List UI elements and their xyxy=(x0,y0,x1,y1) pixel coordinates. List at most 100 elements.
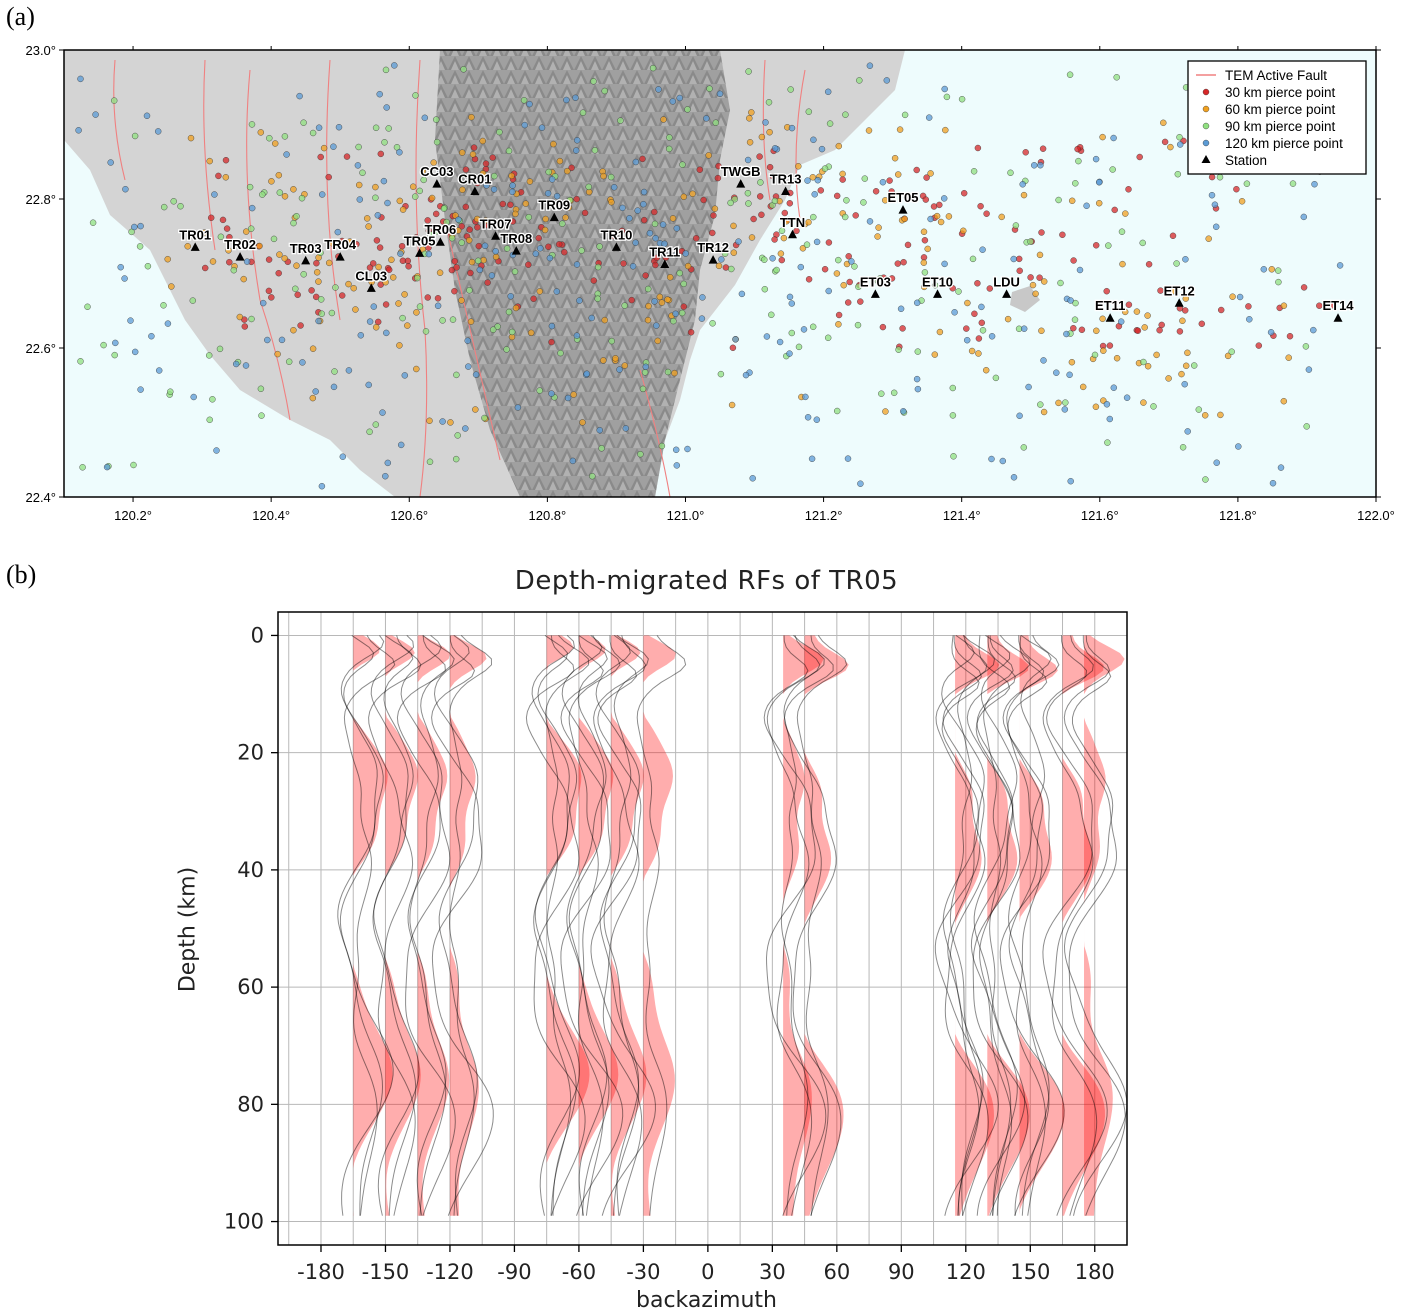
pierce-point-1 xyxy=(1198,320,1206,327)
pierce-point-1 xyxy=(834,192,841,200)
pierce-point-3 xyxy=(601,87,608,95)
pierce-point-2 xyxy=(1153,351,1160,359)
rf-trace xyxy=(560,635,624,1216)
pierce-point-4 xyxy=(797,263,804,271)
pierce-point-3 xyxy=(217,233,225,241)
pierce-point-1 xyxy=(568,164,575,172)
pierce-point-2 xyxy=(783,217,790,225)
pierce-point-4 xyxy=(1095,179,1103,186)
pierce-point-3 xyxy=(731,195,738,203)
pierce-point-3 xyxy=(1037,401,1044,408)
pierce-point-3 xyxy=(520,97,528,104)
pierce-point-1 xyxy=(1016,267,1023,274)
pierce-point-4 xyxy=(472,371,480,378)
pierce-point-2 xyxy=(447,419,454,426)
pierce-point-2 xyxy=(365,223,372,230)
rf-trace xyxy=(973,634,1018,1216)
station-label-tr11: TR11 xyxy=(649,245,680,260)
pierce-point-2 xyxy=(512,304,520,312)
pierce-point-3 xyxy=(309,129,317,137)
pierce-point-1 xyxy=(888,192,895,199)
pierce-point-2 xyxy=(1029,281,1037,289)
map-frame xyxy=(63,49,1377,498)
pierce-point-2 xyxy=(320,144,328,152)
pierce-point-4 xyxy=(673,462,680,469)
pierce-point-4 xyxy=(813,416,820,423)
pierce-point-3 xyxy=(970,168,978,175)
pierce-point-4 xyxy=(1246,316,1253,323)
depth-tick-label: 60 xyxy=(237,975,264,999)
pierce-point-4 xyxy=(802,393,809,401)
pierce-point-4 xyxy=(1030,162,1038,169)
pierce-point-1 xyxy=(366,264,374,271)
pierce-point-1 xyxy=(525,261,532,268)
pierce-point-4 xyxy=(1110,384,1118,391)
legend-entry-label: Station xyxy=(1225,153,1267,168)
pierce-point-3 xyxy=(1302,343,1310,350)
pierce-point-4 xyxy=(1083,202,1090,210)
pierce-point-3 xyxy=(825,334,832,341)
pierce-point-3 xyxy=(206,416,213,423)
pierce-point-3 xyxy=(891,389,898,396)
pierce-point-3 xyxy=(170,198,177,205)
pierce-point-1 xyxy=(424,217,431,224)
lon-tick-label: 121.0° xyxy=(667,508,705,523)
pierce-point-2 xyxy=(413,365,420,373)
lat-tick-label: 22.6° xyxy=(25,341,56,356)
pierce-point-1 xyxy=(343,153,351,160)
pierce-point-1 xyxy=(781,209,788,217)
pierce-point-1 xyxy=(817,187,824,194)
depth-tick-label: 80 xyxy=(237,1092,264,1116)
pierce-point-4 xyxy=(1336,262,1344,269)
pierce-point-3 xyxy=(77,358,84,365)
baz-tick-label: 90 xyxy=(888,1260,915,1284)
pierce-point-1 xyxy=(474,224,481,231)
station-marker-tr04 xyxy=(335,252,345,261)
pierce-point-4 xyxy=(384,199,391,207)
pierce-point-4 xyxy=(1061,406,1069,413)
pierce-point-3 xyxy=(1091,351,1099,359)
pierce-point-2 xyxy=(1268,266,1276,273)
pierce-point-2 xyxy=(352,306,359,313)
pierce-point-3 xyxy=(1118,228,1126,235)
rf-trace xyxy=(370,635,420,1216)
pierce-point-1 xyxy=(590,277,597,284)
pierce-point-1 xyxy=(201,264,209,272)
pierce-point-4 xyxy=(514,404,522,411)
pierce-point-4 xyxy=(127,317,134,324)
pierce-point-2 xyxy=(891,154,899,162)
rf-trace xyxy=(545,635,590,1216)
pierce-point-3 xyxy=(89,219,97,226)
pierce-point-2 xyxy=(396,197,403,205)
pierce-point-4 xyxy=(509,188,516,196)
pierce-point-3 xyxy=(281,133,289,140)
pierce-point-1 xyxy=(771,236,778,243)
pierce-point-3 xyxy=(416,303,424,310)
pierce-point-2 xyxy=(1113,355,1121,362)
pierce-point-3 xyxy=(453,455,460,463)
pierce-point-4 xyxy=(629,263,637,270)
pierce-point-1 xyxy=(639,155,646,163)
pierce-point-4 xyxy=(718,256,725,263)
pierce-point-4 xyxy=(455,216,462,223)
pierce-point-1 xyxy=(297,322,304,329)
pierce-point-3 xyxy=(1174,170,1182,178)
pierce-point-4 xyxy=(576,297,583,304)
pierce-point-1 xyxy=(900,259,907,266)
pierce-point-1 xyxy=(275,270,282,277)
pierce-point-2 xyxy=(805,218,812,226)
pierce-point-4 xyxy=(811,191,818,198)
rf-trace xyxy=(561,635,608,1216)
pierce-point-1 xyxy=(821,266,829,273)
pierce-point-3 xyxy=(745,200,752,207)
pierce-point-1 xyxy=(904,241,912,249)
pierce-point-4 xyxy=(914,385,922,393)
pierce-point-4 xyxy=(866,218,874,225)
pierce-point-2 xyxy=(1133,308,1141,315)
pierce-point-4 xyxy=(1176,141,1184,148)
rf-trace xyxy=(966,635,1029,1216)
pierce-point-2 xyxy=(1140,399,1147,406)
pierce-point-1 xyxy=(376,244,384,251)
station-marker-tr06 xyxy=(435,237,445,246)
pierce-point-4 xyxy=(318,483,326,490)
